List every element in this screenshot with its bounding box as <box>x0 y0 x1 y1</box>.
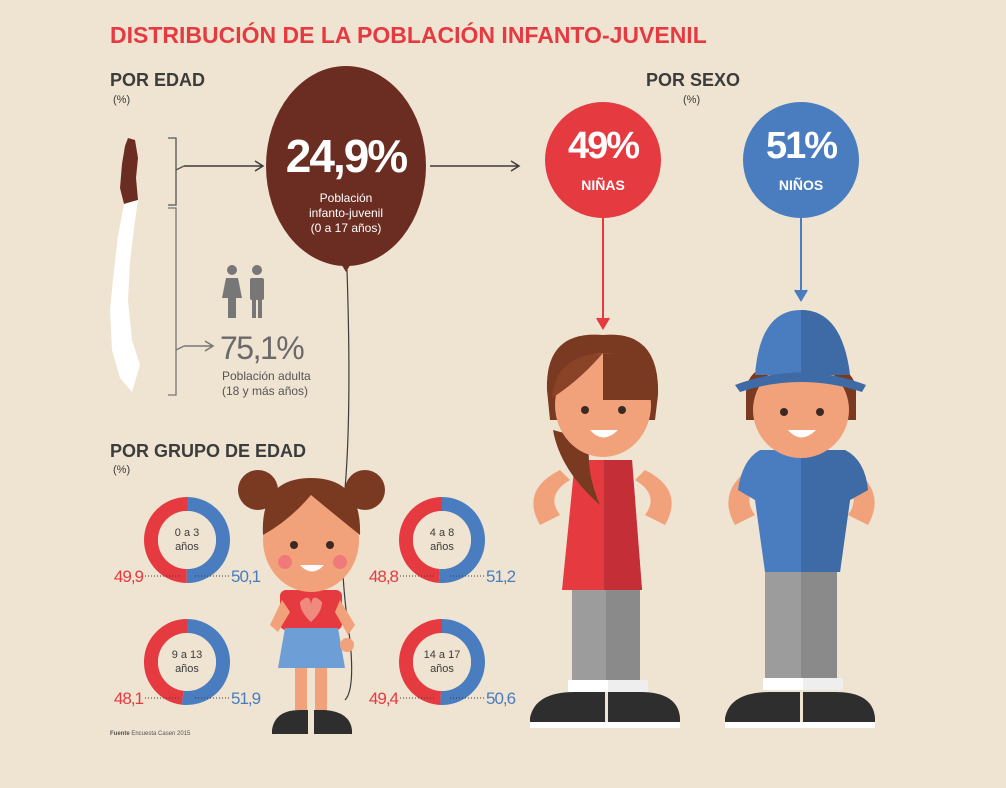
arrow <box>794 218 808 302</box>
group-label: años <box>430 541 454 553</box>
donut-girls <box>399 497 443 583</box>
group-label: 9 a 13 <box>172 649 203 661</box>
unit: (%) <box>113 464 130 476</box>
source-text: Encuesta Casen 2015 <box>131 731 191 737</box>
youth-label: (0 a 17 años) <box>311 221 382 235</box>
donut-boys <box>440 619 485 705</box>
heading: POR GRUPO DE EDAD <box>110 441 306 461</box>
girls-label: 49,4 <box>369 689 399 708</box>
balloon-knot <box>340 262 352 272</box>
donut-center <box>413 511 471 569</box>
boys-label: NIÑOS <box>779 176 823 193</box>
donut-girls <box>144 619 188 705</box>
title: DISTRIBUCIÓN DE LA POBLACIÓN INFANTO-JUV… <box>110 21 707 48</box>
arrow <box>596 218 610 330</box>
donut-girls <box>144 497 188 583</box>
boy-illustration <box>725 310 875 728</box>
donut-boys <box>186 497 230 583</box>
adult-label: Población adulta <box>222 369 311 383</box>
donut-boys <box>438 497 485 583</box>
boys-label: 51,2 <box>486 567 516 586</box>
source-label: Fuente <box>110 731 130 737</box>
group-label: 0 a 3 <box>175 527 199 539</box>
donut-group: 0 a 3 años 49,9 50,1 4 a 8 años 48,8 51,2 9 a 13… <box>114 497 517 708</box>
girl-illustration <box>530 334 680 728</box>
group-label: años <box>175 541 199 553</box>
arrow <box>184 160 265 172</box>
group-label: 14 a 17 <box>424 649 461 661</box>
balloon <box>266 66 426 266</box>
adult-label: (18 y más años) <box>222 384 308 398</box>
boys-value: 51% <box>766 125 837 167</box>
boys-label: 50,6 <box>486 689 516 708</box>
map-south <box>110 200 140 392</box>
unit: (%) <box>683 94 700 106</box>
adult-icon <box>222 265 264 318</box>
youth-label: Población <box>320 191 373 205</box>
arrow <box>184 340 215 352</box>
source: Fuente Encuesta Casen 2015 <box>110 731 191 737</box>
map-north <box>120 138 138 204</box>
bracket <box>168 137 185 206</box>
donut-girls <box>399 619 443 705</box>
heading: POR EDAD <box>110 70 205 90</box>
donut-boys <box>181 619 230 705</box>
donut-center <box>413 633 471 691</box>
girls-circle <box>545 102 661 218</box>
girls-label: 48,1 <box>114 689 144 708</box>
boys-circle <box>743 102 859 218</box>
youth-value: 24,9% <box>286 130 408 182</box>
girls-label: 49,9 <box>114 567 144 586</box>
girls-value: 49% <box>568 125 639 167</box>
arrow <box>430 160 521 172</box>
bracket <box>168 207 185 396</box>
girls-label: 48,8 <box>369 567 399 586</box>
heading: POR SEXO <box>646 70 740 90</box>
adult-value: 75,1% <box>220 330 304 366</box>
girls-label: NIÑAS <box>581 176 625 193</box>
small-girl-illustration <box>238 470 385 734</box>
group-label: años <box>430 663 454 675</box>
donut-center <box>158 511 216 569</box>
group-label: años <box>175 663 199 675</box>
boys-label: 51,9 <box>231 689 261 708</box>
boys-label: 50,1 <box>231 567 261 586</box>
group-label: 4 a 8 <box>430 527 454 539</box>
donut-center <box>158 633 216 691</box>
youth-label: infanto-juvenil <box>309 206 383 220</box>
unit: (%) <box>113 94 130 106</box>
